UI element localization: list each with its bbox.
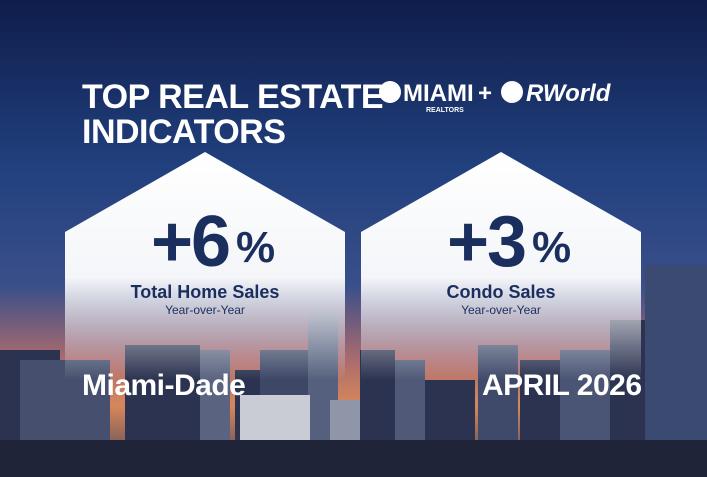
title-line: TOP REAL ESTATE — [82, 78, 383, 116]
rworld-logo: RWorld — [526, 80, 612, 107]
house-panel — [65, 152, 345, 380]
realtors-logo: REALTORS — [426, 107, 464, 114]
indicator-footer: APRIL 2026 — [482, 369, 642, 402]
indicator-unit: % — [236, 223, 275, 272]
indicator-unit: % — [532, 223, 571, 272]
indicator-value: +3 — [447, 202, 525, 282]
indicator-footer: Miami-Dade — [82, 369, 245, 402]
indicator-label: Total Home Sales — [131, 282, 280, 302]
miami-logo-icon — [379, 81, 401, 103]
plus-sign: + — [478, 80, 492, 107]
house-panel — [361, 152, 641, 380]
indicator-label: Condo Sales — [446, 282, 555, 302]
indicator-sublabel: Year-over-Year — [461, 303, 541, 317]
title-line: INDICATORS — [82, 113, 285, 151]
rworld-logo-icon — [501, 81, 523, 103]
miami-logo: MIAMI — [403, 80, 474, 107]
indicator-value: +6 — [151, 202, 229, 282]
indicator-sublabel: Year-over-Year — [165, 303, 245, 317]
